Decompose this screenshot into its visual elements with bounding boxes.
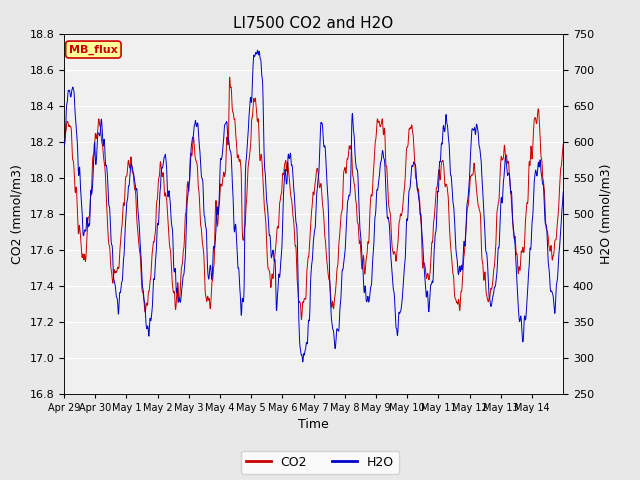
Title: LI7500 CO2 and H2O: LI7500 CO2 and H2O [234, 16, 394, 31]
Y-axis label: CO2 (mmol/m3): CO2 (mmol/m3) [11, 164, 24, 264]
X-axis label: Time: Time [298, 418, 329, 431]
Y-axis label: H2O (mmol/m3): H2O (mmol/m3) [600, 163, 612, 264]
Text: MB_flux: MB_flux [69, 44, 118, 55]
Legend: CO2, H2O: CO2, H2O [241, 451, 399, 474]
